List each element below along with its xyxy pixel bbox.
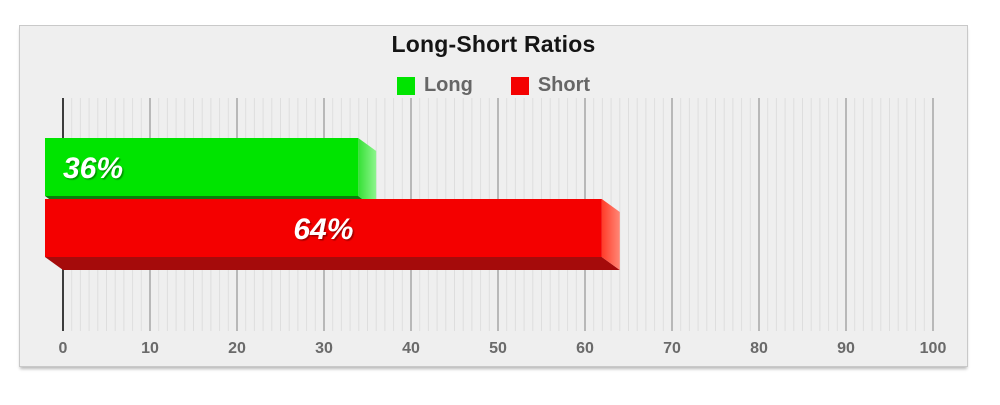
legend-label-long: Long — [423, 74, 473, 96]
x-tick-label: 10 — [141, 340, 159, 357]
legend: Long Short — [19, 74, 968, 97]
x-tick-label: 40 — [402, 340, 420, 357]
x-axis-tick-labels: 0 10 20 30 40 50 60 70 80 90 100 — [59, 340, 947, 357]
bar-side-face — [358, 138, 377, 209]
bar-data-label: 36% — [63, 152, 123, 185]
x-tick-label: 30 — [315, 340, 333, 357]
bar-data-label: 64% — [293, 213, 353, 246]
x-tick-label: 50 — [489, 340, 507, 357]
x-tick-label: 0 — [59, 340, 68, 357]
bar-front-face — [45, 138, 359, 196]
bar-long[interactable]: 36% — [45, 138, 377, 209]
bars: 36% 64% — [45, 138, 620, 270]
legend-item-long[interactable]: Long — [396, 74, 473, 97]
legend-swatch-short-icon — [510, 76, 529, 95]
legend-item-short[interactable]: Short — [510, 74, 591, 97]
chart-title: Long-Short Ratios — [391, 31, 596, 57]
legend-label-short: Short — [537, 74, 591, 96]
bar-side-face — [601, 199, 620, 270]
bar-bottom-face — [45, 257, 620, 270]
x-tick-label: 20 — [228, 340, 246, 357]
bar-front-face — [45, 199, 602, 257]
x-tick-label: 100 — [920, 340, 947, 357]
bar-short[interactable]: 64% — [45, 199, 620, 270]
x-tick-label: 80 — [750, 340, 768, 357]
legend-swatch-long-icon — [396, 76, 415, 95]
x-tick-label: 70 — [663, 340, 681, 357]
x-tick-label: 90 — [837, 340, 855, 357]
x-tick-label: 60 — [576, 340, 594, 357]
